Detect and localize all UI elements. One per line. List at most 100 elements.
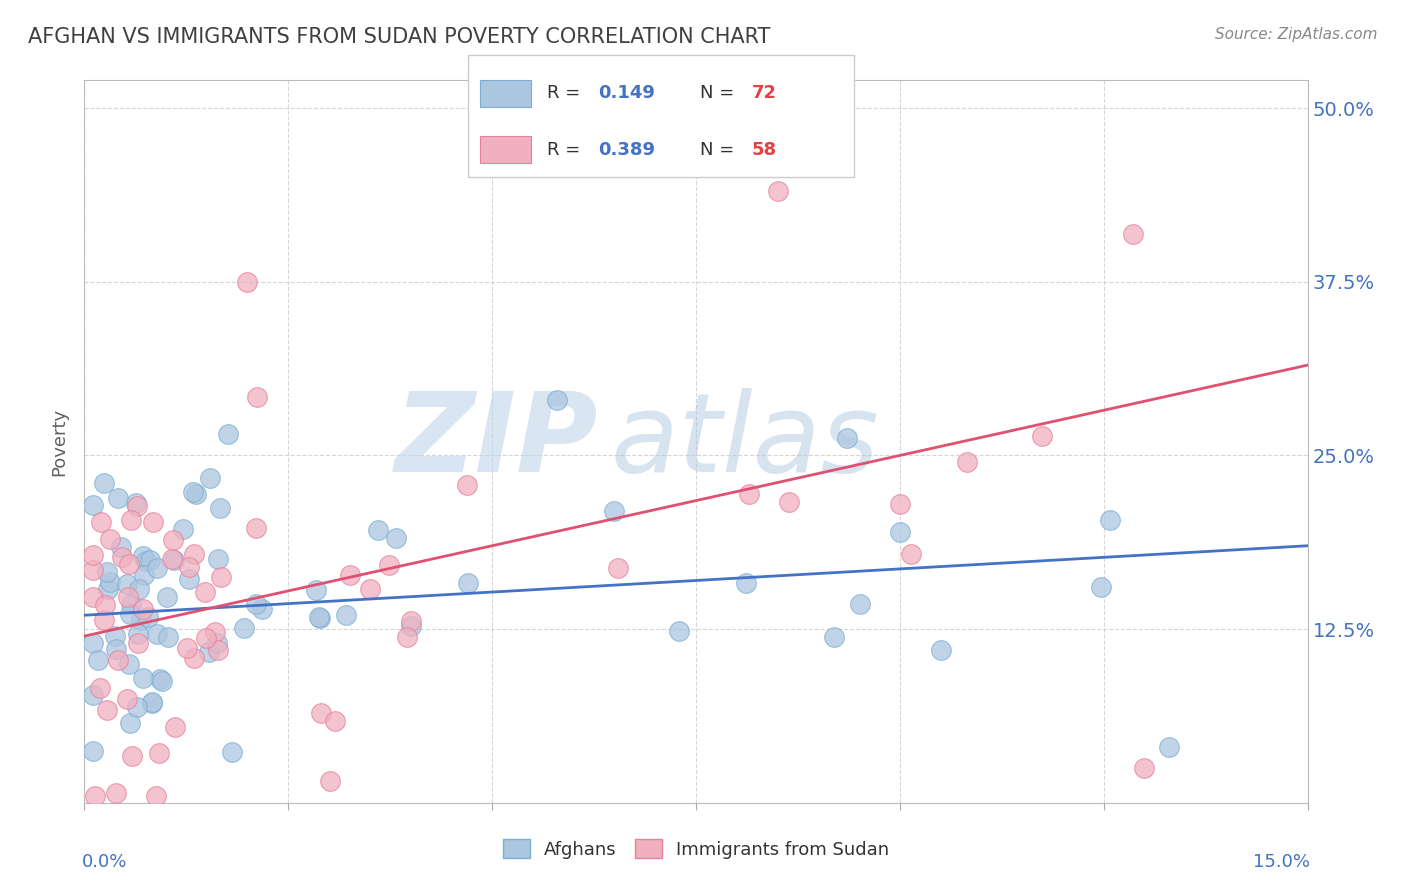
Point (82, 590, 104, 604)
Text: 0.149: 0.149 (598, 85, 655, 103)
Point (94, 598, 117, 612)
Point (132, 601, 155, 615)
Text: AFGHAN VS IMMIGRANTS FROM SUDAN POVERTY CORRELATION CHART: AFGHAN VS IMMIGRANTS FROM SUDAN POVERTY … (28, 27, 770, 46)
Point (197, 645, 219, 659)
Point (308, 610, 330, 624)
Point (766, 185, 789, 199)
Point (89, 681, 111, 696)
Point (82, 688, 104, 702)
Point (399, 619, 422, 633)
Text: Source: ZipAtlas.com: Source: ZipAtlas.com (1215, 27, 1378, 42)
Point (198, 471, 221, 485)
Point (457, 576, 479, 591)
Point (125, 496, 148, 510)
Point (125, 699, 148, 714)
Point (889, 524, 911, 539)
Point (456, 478, 478, 492)
Point (668, 624, 690, 638)
Point (82, 563, 104, 577)
Point (245, 521, 267, 535)
Point (900, 547, 922, 561)
Point (115, 692, 138, 706)
Point (195, 632, 218, 646)
Point (207, 552, 229, 566)
Point (205, 636, 228, 650)
Point (132, 671, 155, 685)
Point (1133, 761, 1156, 775)
Point (82, 498, 104, 512)
Text: 0.389: 0.389 (598, 141, 655, 159)
Point (367, 523, 389, 537)
Point (339, 568, 361, 582)
Point (82, 549, 104, 563)
Text: 0.0%: 0.0% (82, 854, 128, 871)
Point (309, 706, 332, 720)
Text: 72: 72 (751, 85, 776, 103)
Point (183, 547, 205, 561)
Point (127, 636, 149, 650)
Point (181, 485, 204, 500)
Point (385, 531, 408, 545)
Point (139, 553, 162, 567)
Text: N =: N = (700, 141, 740, 159)
Point (90, 515, 112, 529)
Point (121, 749, 143, 764)
Point (156, 630, 179, 644)
Point (148, 746, 170, 760)
Point (377, 558, 399, 572)
Point (184, 487, 207, 501)
Point (115, 577, 138, 591)
Bar (479, 136, 531, 163)
Point (135, 553, 157, 567)
Point (163, 720, 186, 734)
Point (107, 491, 129, 506)
Point (221, 746, 243, 760)
Point (183, 651, 205, 665)
Point (245, 597, 267, 611)
Point (127, 627, 149, 641)
Point (98, 574, 121, 589)
Point (308, 611, 330, 625)
Point (956, 455, 979, 469)
Text: N =: N = (700, 85, 740, 103)
Point (118, 607, 141, 621)
Point (177, 559, 200, 574)
Point (127, 499, 149, 513)
Point (105, 786, 128, 800)
Point (117, 590, 139, 604)
Point (128, 582, 150, 597)
Point (209, 569, 232, 583)
Point (246, 390, 269, 404)
Point (204, 625, 226, 640)
Point (132, 549, 155, 563)
Point (97, 582, 120, 596)
Point (120, 514, 142, 528)
Point (849, 597, 872, 611)
Point (1157, 740, 1180, 755)
Point (194, 585, 217, 599)
Point (156, 590, 179, 604)
Point (107, 652, 129, 666)
Point (823, 630, 845, 644)
Bar (479, 79, 531, 107)
Point (837, 431, 859, 445)
Point (104, 642, 127, 657)
Point (134, 567, 156, 582)
Point (93, 614, 115, 628)
Point (129, 613, 152, 627)
Point (232, 621, 254, 635)
Text: atlas: atlas (610, 388, 879, 495)
Point (546, 392, 568, 407)
Point (395, 630, 418, 644)
Point (162, 533, 184, 547)
Point (96, 565, 118, 579)
Point (145, 789, 167, 803)
Point (217, 427, 239, 442)
Point (929, 643, 952, 657)
Point (179, 572, 201, 586)
Point (111, 549, 134, 564)
Point (110, 540, 132, 554)
Point (607, 561, 630, 575)
Text: R =: R = (547, 141, 586, 159)
Point (360, 582, 382, 597)
